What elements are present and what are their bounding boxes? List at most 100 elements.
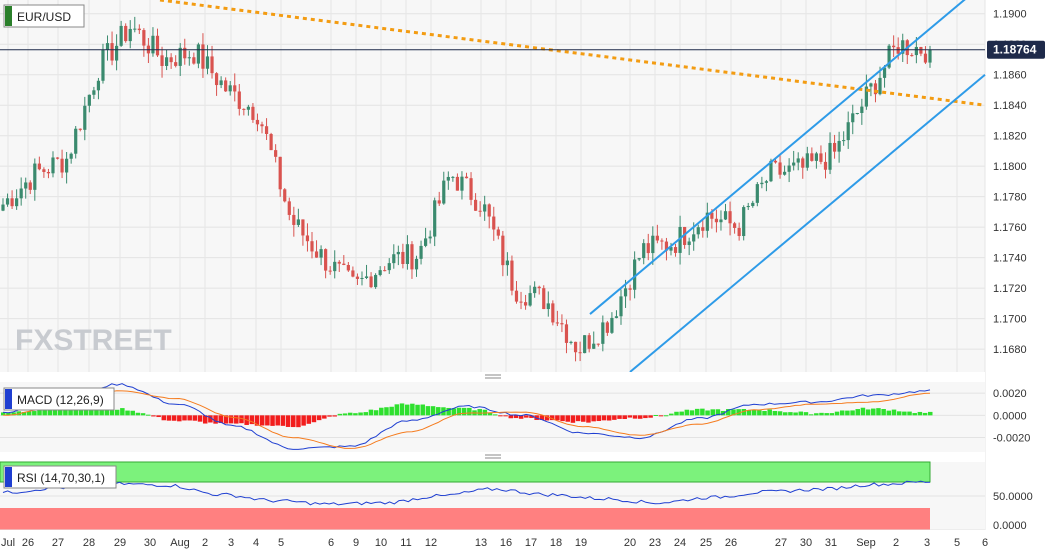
candle (283, 188, 287, 203)
candle (855, 112, 859, 115)
candle-body (583, 335, 587, 354)
macd-histogram-bar (347, 412, 353, 416)
macd-histogram-bar (467, 407, 472, 416)
macd-histogram-bar (555, 415, 560, 421)
time-tick-label: 5 (278, 537, 284, 549)
candle (264, 118, 269, 141)
candle (74, 126, 78, 159)
candle-body (464, 176, 469, 179)
candle-body (255, 119, 260, 125)
macd-histogram-bar (581, 415, 586, 422)
price-tick-label: 1.1720 (993, 283, 1027, 295)
candle (501, 230, 505, 277)
macd-histogram-bar (420, 404, 425, 416)
macd-histogram-bar (223, 415, 229, 424)
candle (201, 33, 205, 78)
candle (555, 310, 559, 327)
candle (787, 158, 791, 183)
macd-histogram-bar (234, 415, 239, 424)
candle (714, 209, 719, 233)
candle (778, 155, 782, 179)
macd-histogram-bar (430, 406, 436, 416)
macd-histogram-bar (705, 410, 710, 416)
panel-resize-handle-1[interactable] (0, 372, 985, 382)
candle (510, 255, 514, 296)
rsi-oversold-zone (0, 508, 930, 530)
channel-upper-line (589, 0, 966, 315)
candle-body (592, 343, 596, 349)
macd-histogram-bar (404, 404, 410, 416)
candle-body (196, 44, 200, 64)
macd-histogram-bar (89, 407, 94, 416)
candle (546, 291, 550, 317)
time-tick-label: 3 (228, 537, 234, 549)
candle-body (687, 241, 691, 245)
candle (487, 203, 491, 229)
candle (519, 291, 523, 310)
price-tick-label: 1.1700 (993, 314, 1027, 326)
macd-histogram-bar (265, 415, 270, 426)
candle-body (928, 49, 932, 63)
macd-histogram-bar (446, 407, 451, 416)
macd-histogram-bar (814, 413, 819, 416)
macd-histogram-bar (746, 410, 752, 416)
candle-body (319, 249, 323, 258)
macd-histogram-bar (912, 413, 917, 416)
candle-body (614, 316, 619, 318)
candles (1, 16, 932, 362)
macd-histogram-bar (855, 409, 860, 416)
candle-body (792, 162, 796, 166)
candle-body (728, 211, 732, 224)
candle (155, 28, 160, 57)
candle (514, 281, 519, 304)
candle-body (178, 47, 182, 66)
candle (860, 98, 864, 125)
macd-histogram-bar (47, 408, 53, 416)
candle-body (264, 126, 269, 135)
macd-histogram-bar (886, 410, 892, 416)
macd-histogram-bar (865, 409, 871, 416)
candle (469, 172, 473, 206)
candle (346, 261, 350, 272)
candle-body (274, 150, 278, 157)
candle (55, 157, 60, 160)
candle (196, 42, 200, 69)
candle-body (451, 176, 455, 178)
macd-histogram-bar (596, 415, 602, 422)
macd-histogram-bar (518, 415, 524, 419)
macd-histogram-bar (508, 415, 514, 419)
macd-badge: MACD (12,26,9) (3, 387, 115, 411)
candle (719, 210, 723, 231)
candle-body (723, 211, 728, 220)
candle (392, 244, 396, 269)
candle-body (542, 288, 546, 310)
candle-body (628, 288, 632, 290)
candle (528, 285, 532, 307)
macd-histogram-bar (922, 412, 928, 416)
candle-body (433, 200, 437, 237)
candle-body (778, 162, 782, 175)
candle-body (760, 182, 764, 185)
macd-histogram-bar (767, 409, 772, 416)
candle-body (705, 212, 709, 231)
candle-body (92, 90, 96, 95)
fxstreet-watermark: FXSTREET (15, 324, 172, 357)
candle (701, 218, 705, 238)
candle-body (115, 45, 119, 61)
candle-body (283, 189, 287, 202)
candle-body (923, 53, 928, 63)
candle (319, 245, 323, 266)
candle (369, 272, 373, 289)
candle-body (201, 44, 205, 69)
candle-body (392, 254, 396, 264)
candle (651, 226, 655, 265)
panel-resize-handle-2[interactable] (0, 452, 985, 462)
candle-body (669, 247, 673, 251)
candle (619, 289, 623, 325)
macd-histogram-bar (669, 413, 674, 416)
macd-histogram-bar (202, 415, 208, 424)
macd-histogram-bar (104, 409, 110, 416)
macd-axis: 0.0020 0.0000 -0.0020 (993, 388, 1030, 444)
time-tick-label: 26 (22, 537, 34, 549)
